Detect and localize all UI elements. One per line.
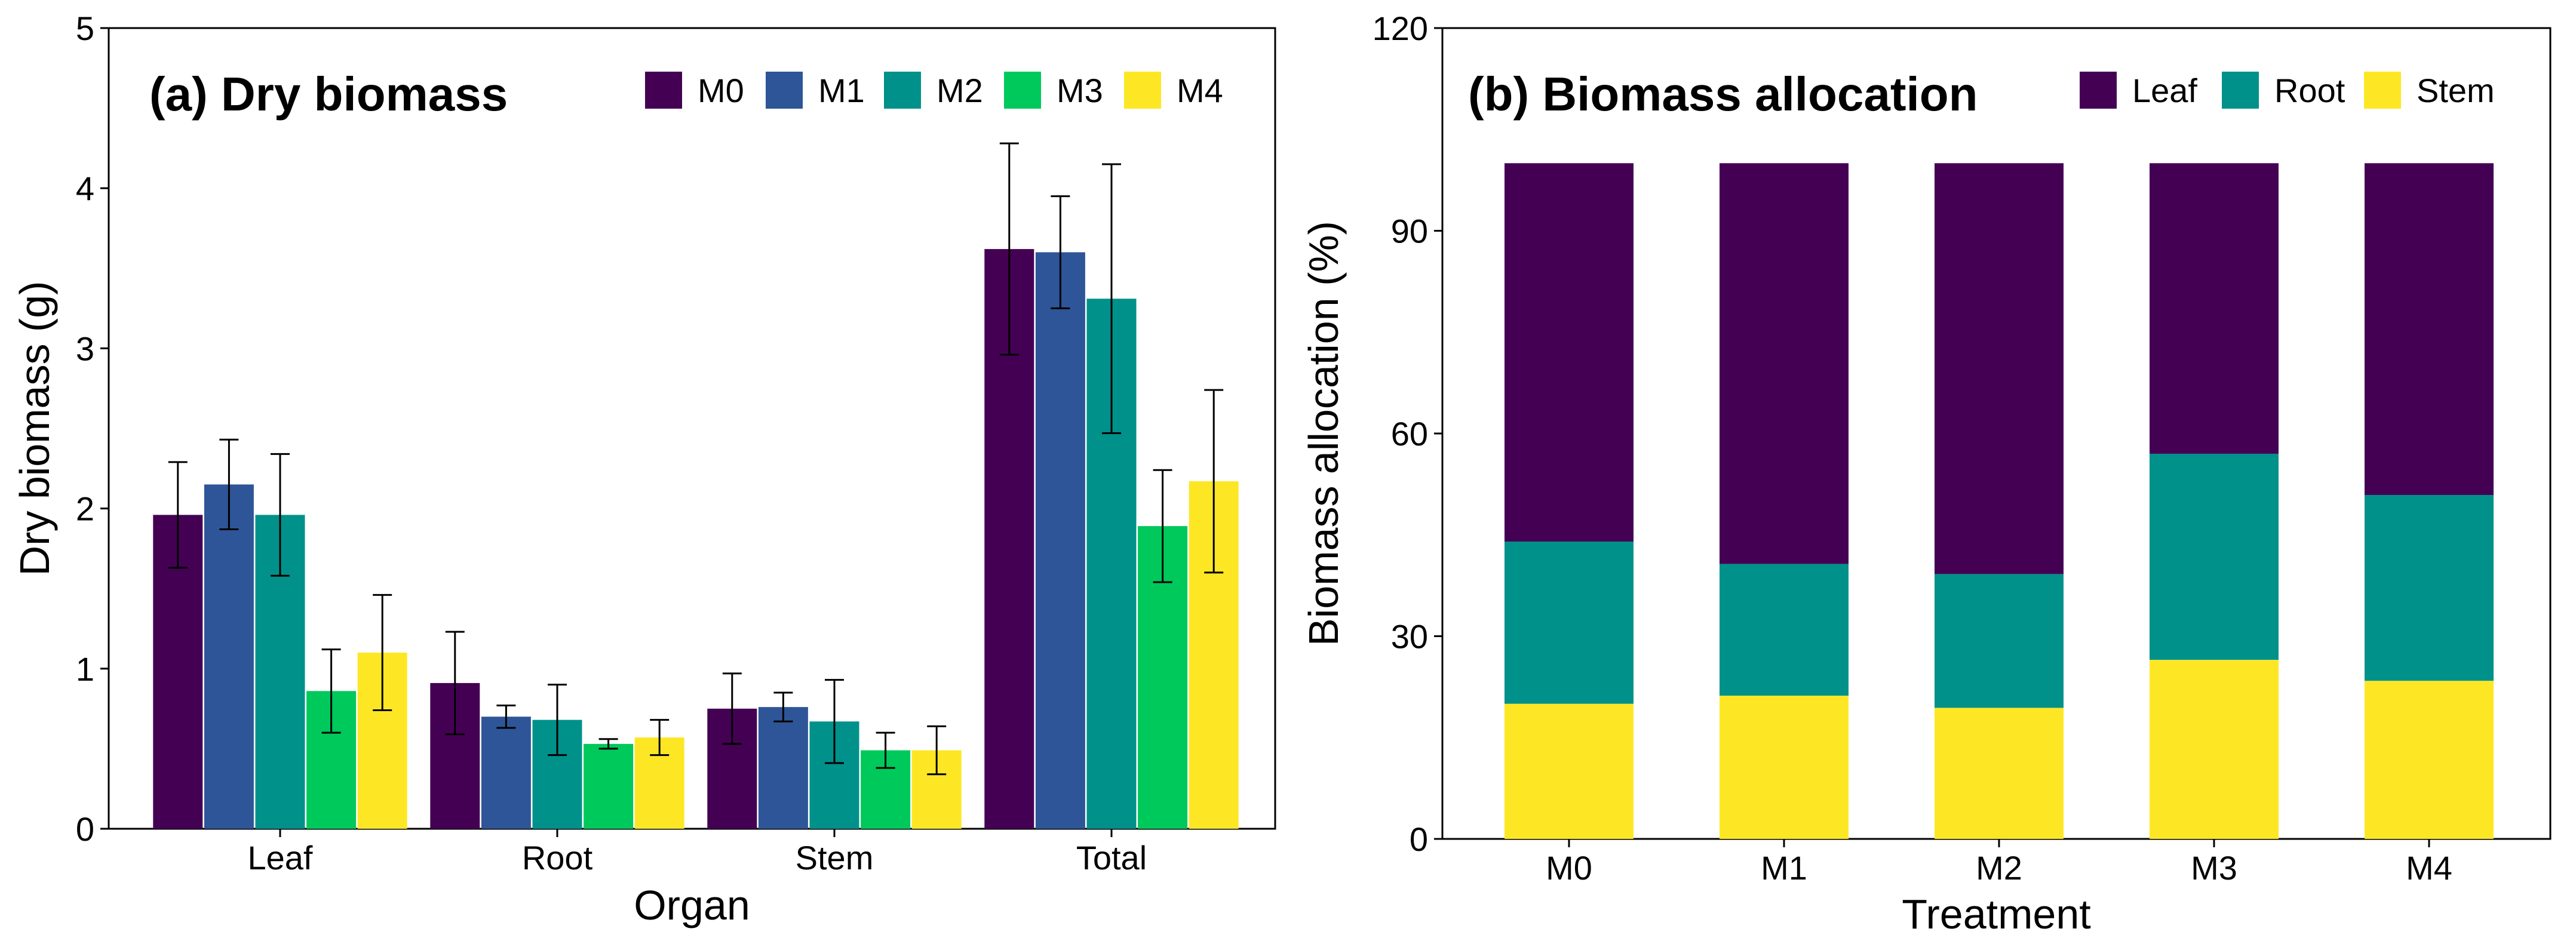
bar-total-m1 — [1035, 252, 1085, 829]
error-bar-root-m0 — [445, 631, 465, 736]
bar-m3-stem — [2150, 660, 2279, 839]
error-bar-leaf-m4 — [373, 594, 392, 712]
bar-m3-root — [2150, 453, 2279, 660]
x-tick-label-m4: M4 — [2406, 849, 2452, 887]
legend-swatch-m3 — [1004, 72, 1041, 109]
bar-m3-leaf — [2150, 163, 2279, 454]
y-axis-title: Dry biomass (g) — [11, 281, 58, 576]
legend-swatch-leaf — [2080, 72, 2117, 109]
error-bar-stem-m0 — [722, 672, 742, 745]
plot-frame — [108, 27, 1276, 830]
bar-m0-root — [1505, 542, 1634, 704]
panel-biomass-allocation: 0 30 60 90 120 M0 M1 M2 M3 M4 Treatment Biomass all… — [1300, 10, 2552, 937]
legend-label-m3: M3 — [1057, 72, 1103, 109]
x-tick-label-total: Total — [1076, 839, 1147, 877]
bar-m0-leaf — [1505, 163, 1634, 542]
bar-m4-root — [2365, 494, 2494, 681]
y-tick-label-5: 5 — [76, 10, 94, 47]
error-bar-stem-m4 — [927, 725, 947, 776]
error-bar-root-m3 — [598, 738, 618, 750]
y-tick-label-4: 4 — [76, 170, 94, 207]
legend-swatch-m2 — [884, 72, 921, 109]
legend-swatch-stem — [2364, 72, 2401, 109]
bar-stem-m1 — [758, 707, 808, 829]
legend-label-root: Root — [2274, 72, 2345, 109]
legend-label-m0: M0 — [698, 72, 744, 109]
error-bar-total-m4 — [1204, 389, 1224, 574]
error-bar-total-m3 — [1153, 469, 1172, 583]
bar-m2-root — [1935, 574, 2064, 708]
legend-swatch-m4 — [1124, 72, 1161, 109]
bar-m1-stem — [1720, 696, 1849, 839]
legend-label-m4: M4 — [1177, 72, 1223, 109]
y-tick-label-3: 3 — [76, 330, 94, 367]
legend-label-leaf: Leaf — [2132, 72, 2197, 109]
y-tick-label-120: 120 — [1373, 10, 1428, 47]
x-tick-label-leaf: Leaf — [248, 839, 313, 877]
error-bar-leaf-m0 — [168, 461, 188, 569]
bar-root-m3 — [584, 743, 634, 829]
legend-label-m1: M1 — [818, 72, 865, 109]
error-bar-total-m2 — [1102, 163, 1121, 435]
legend-label-stem: Stem — [2417, 72, 2495, 109]
legend-swatch-m1 — [766, 72, 803, 109]
error-bar-total-m0 — [999, 142, 1019, 356]
bar-m2-stem — [1935, 708, 2064, 839]
error-bar-leaf-m3 — [321, 648, 341, 734]
y-tick-label-0: 0 — [1410, 820, 1428, 858]
bar-m1-leaf — [1720, 163, 1849, 564]
panel-title: (b) Biomass allocation — [1468, 67, 1978, 121]
x-tick-label-m0: M0 — [1546, 849, 1592, 887]
x-axis-title: Treatment — [1902, 891, 2090, 937]
y-tick-label-2: 2 — [76, 490, 94, 528]
panel-title: (a) Dry biomass — [149, 67, 508, 121]
error-bar-stem-m3 — [876, 731, 895, 769]
error-bar-root-m4 — [650, 719, 670, 757]
bar-m2-leaf — [1935, 163, 2064, 574]
bar-m0-stem — [1505, 703, 1634, 839]
y-tick-label-1: 1 — [76, 650, 94, 688]
x-tick-label-m1: M1 — [1761, 849, 1807, 887]
bar-m1-root — [1720, 564, 1849, 696]
x-tick-label-m2: M2 — [1976, 849, 2022, 887]
error-bar-leaf-m2 — [271, 453, 290, 577]
y-tick-label-90: 90 — [1391, 213, 1428, 250]
error-bar-root-m2 — [548, 684, 567, 757]
x-tick-label-stem: Stem — [796, 839, 874, 877]
x-axis-title: Organ — [634, 882, 750, 928]
error-bar-total-m1 — [1051, 195, 1070, 309]
error-bar-root-m1 — [496, 704, 516, 729]
bar-m4-stem — [2365, 681, 2494, 839]
x-tick-label-root: Root — [522, 839, 593, 877]
y-tick-label-30: 30 — [1391, 618, 1428, 656]
error-bar-leaf-m1 — [219, 438, 239, 530]
y-tick-label-60: 60 — [1391, 415, 1428, 453]
legend-swatch-root — [2222, 72, 2259, 109]
panel-dry-biomass: 0 1 2 3 4 5 Leaf Root Stem Total Organ Dry biomass … — [11, 10, 1276, 928]
y-axis-title: Biomass allocation (%) — [1300, 221, 1347, 646]
y-tick-label-0: 0 — [76, 810, 94, 848]
bar-leaf-m1 — [204, 484, 254, 829]
bar-root-m1 — [481, 717, 531, 829]
error-bar-stem-m2 — [825, 679, 844, 764]
x-tick-label-m3: M3 — [2191, 849, 2237, 887]
legend-swatch-m0 — [645, 72, 682, 109]
legend-label-m2: M2 — [937, 72, 983, 109]
error-bar-stem-m1 — [773, 691, 793, 722]
bar-m4-leaf — [2365, 163, 2494, 495]
